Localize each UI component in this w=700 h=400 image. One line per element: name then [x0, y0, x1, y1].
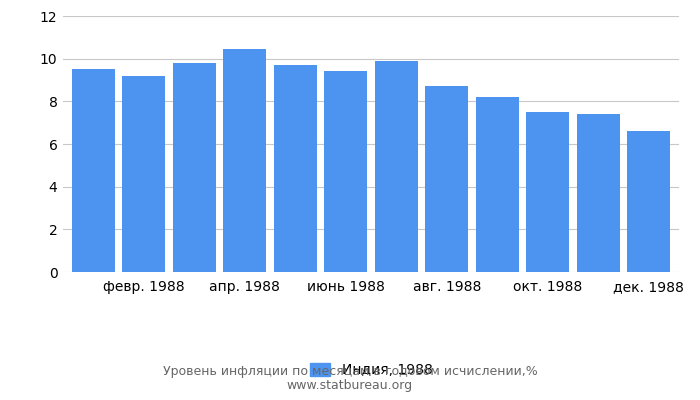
Bar [526, 112, 569, 272]
Bar [173, 63, 216, 272]
Bar [274, 65, 316, 272]
Text: Уровень инфляции по месяцам в годовом исчислении,%: Уровень инфляции по месяцам в годовом ис… [162, 366, 538, 378]
Bar [627, 131, 670, 272]
Legend: Индия, 1988: Индия, 1988 [304, 358, 438, 383]
Bar [324, 72, 368, 272]
Bar [374, 61, 418, 272]
Bar [476, 97, 519, 272]
Bar [72, 69, 115, 272]
Bar [122, 76, 165, 272]
Bar [426, 86, 468, 272]
Text: www.statbureau.org: www.statbureau.org [287, 380, 413, 392]
Bar [577, 114, 620, 272]
Bar [223, 49, 266, 272]
